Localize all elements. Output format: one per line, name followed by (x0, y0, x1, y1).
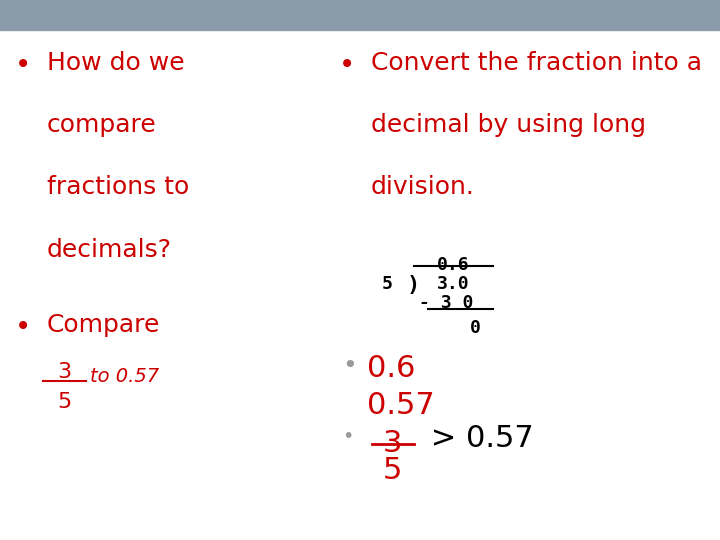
Text: •: • (14, 313, 31, 341)
Text: 5: 5 (382, 275, 392, 293)
Text: 3.0: 3.0 (437, 275, 470, 293)
Text: •: • (342, 427, 354, 446)
Text: 5: 5 (58, 392, 72, 411)
Text: decimals?: decimals? (47, 238, 172, 261)
Text: 3: 3 (382, 429, 402, 458)
Text: 3: 3 (58, 362, 72, 382)
Text: 0: 0 (469, 319, 481, 336)
Text: 5: 5 (383, 456, 402, 485)
Text: •: • (342, 354, 356, 377)
Text: - 3 0: - 3 0 (419, 294, 474, 312)
Text: fractions to: fractions to (47, 176, 189, 199)
Text: compare: compare (47, 113, 156, 137)
Text: 0.6: 0.6 (367, 354, 415, 383)
Text: 0.6: 0.6 (437, 256, 470, 274)
Bar (0, 0, 720, 30)
Text: division.: division. (371, 176, 474, 199)
Text: Compare: Compare (47, 313, 160, 337)
Text: •: • (338, 51, 355, 79)
Text: decimal by using long: decimal by using long (371, 113, 646, 137)
Text: > 0.57: > 0.57 (421, 424, 534, 453)
Text: Convert the fraction into a: Convert the fraction into a (371, 51, 702, 75)
Text: ): ) (407, 275, 420, 295)
Text: to 0.57: to 0.57 (90, 367, 159, 386)
Text: How do we: How do we (47, 51, 184, 75)
Text: 0.57: 0.57 (367, 392, 435, 421)
Text: •: • (14, 51, 31, 79)
